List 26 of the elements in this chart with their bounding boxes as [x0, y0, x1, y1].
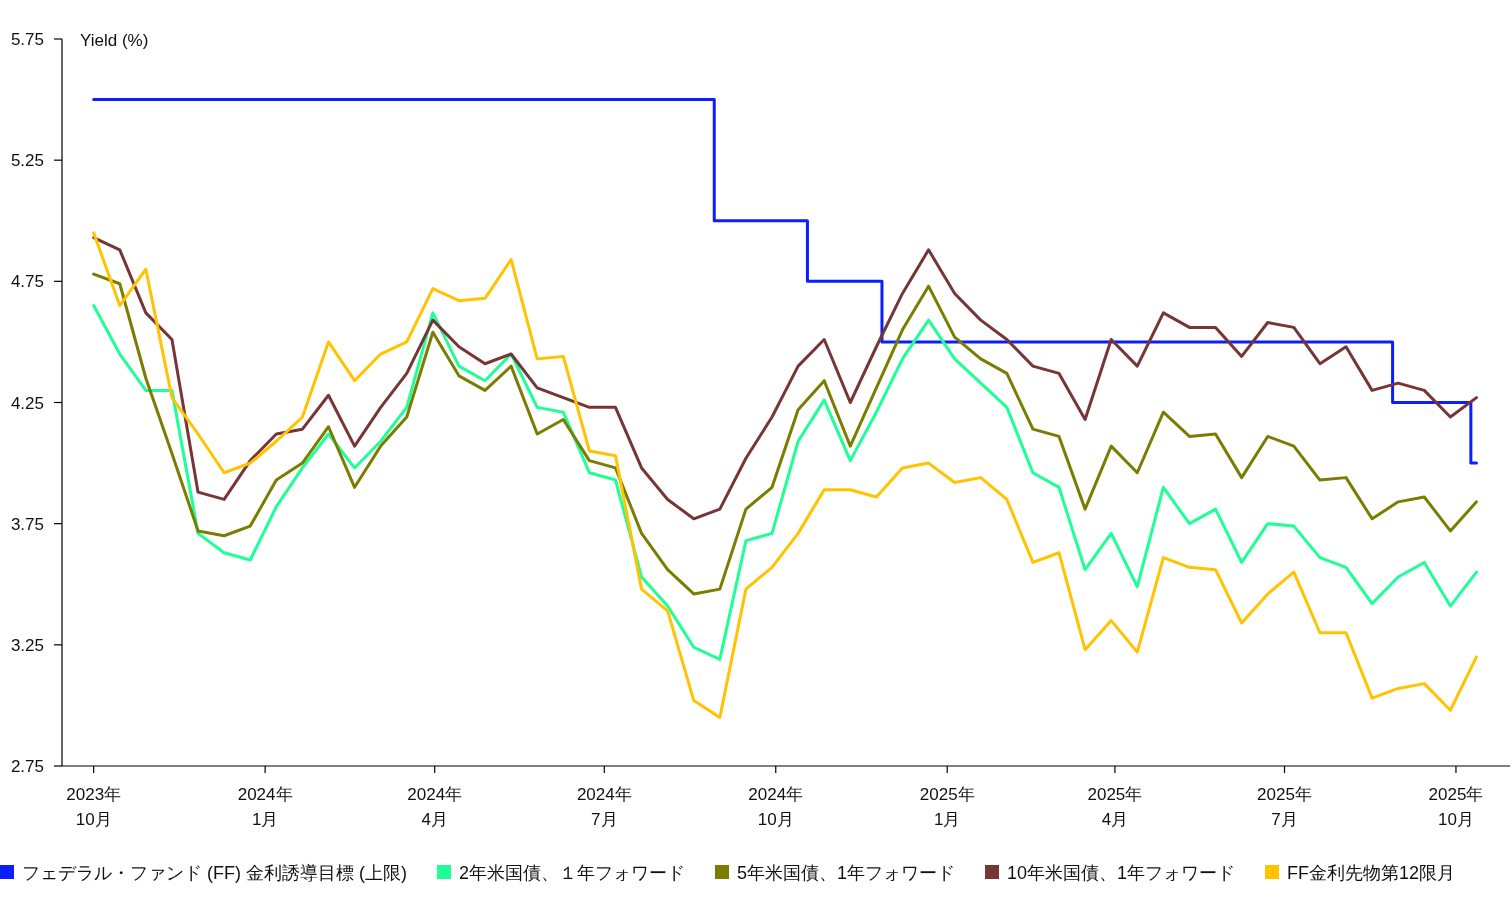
line-series	[92, 272, 1478, 596]
legend-label: 10年米国債、1年フォワード	[1007, 863, 1236, 883]
y-tick-label: 5.75	[10, 30, 44, 49]
y-tick-label: 3.25	[10, 635, 44, 655]
legend-label: FF金利先物第12限月	[1287, 863, 1456, 883]
y-tick-label: 5.25	[10, 151, 44, 171]
x-tick-label: 2025年 10月	[1428, 785, 1484, 829]
legend-label: 5年米国債、1年フォワード	[737, 863, 956, 883]
line-series	[92, 231, 1478, 720]
y-tick-label: 4.75	[10, 272, 44, 292]
y-tick-label: 4.25	[10, 393, 44, 413]
x-tick-label: 2024年 10月	[748, 785, 804, 829]
legend-label: 2年米国債、１年フォワード	[458, 863, 685, 883]
x-tick-label: 2024年 7月	[576, 785, 632, 829]
y-tick-label: 2.75	[10, 757, 44, 776]
x-tick-label: 2023年 10月	[66, 785, 122, 829]
x-tick-label: 2025年 1月	[919, 785, 975, 829]
line-series	[92, 236, 1478, 521]
y-axis-title: Yield (%)	[80, 31, 149, 50]
legend-label: フェデラル・ファンド (FF) 金利誘導目標 (上限)	[22, 863, 407, 883]
x-tick-label: 2024年 1月	[237, 785, 293, 829]
x-tick-label: 2025年 4月	[1087, 785, 1143, 829]
line-series	[92, 304, 1478, 661]
x-tick-label: 2025年 7月	[1257, 785, 1312, 829]
x-tick-label: 2024年 4月	[407, 785, 463, 829]
y-tick-label: 3.75	[10, 514, 44, 534]
